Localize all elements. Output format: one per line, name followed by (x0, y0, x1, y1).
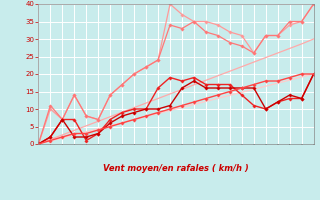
X-axis label: Vent moyen/en rafales ( km/h ): Vent moyen/en rafales ( km/h ) (103, 164, 249, 173)
